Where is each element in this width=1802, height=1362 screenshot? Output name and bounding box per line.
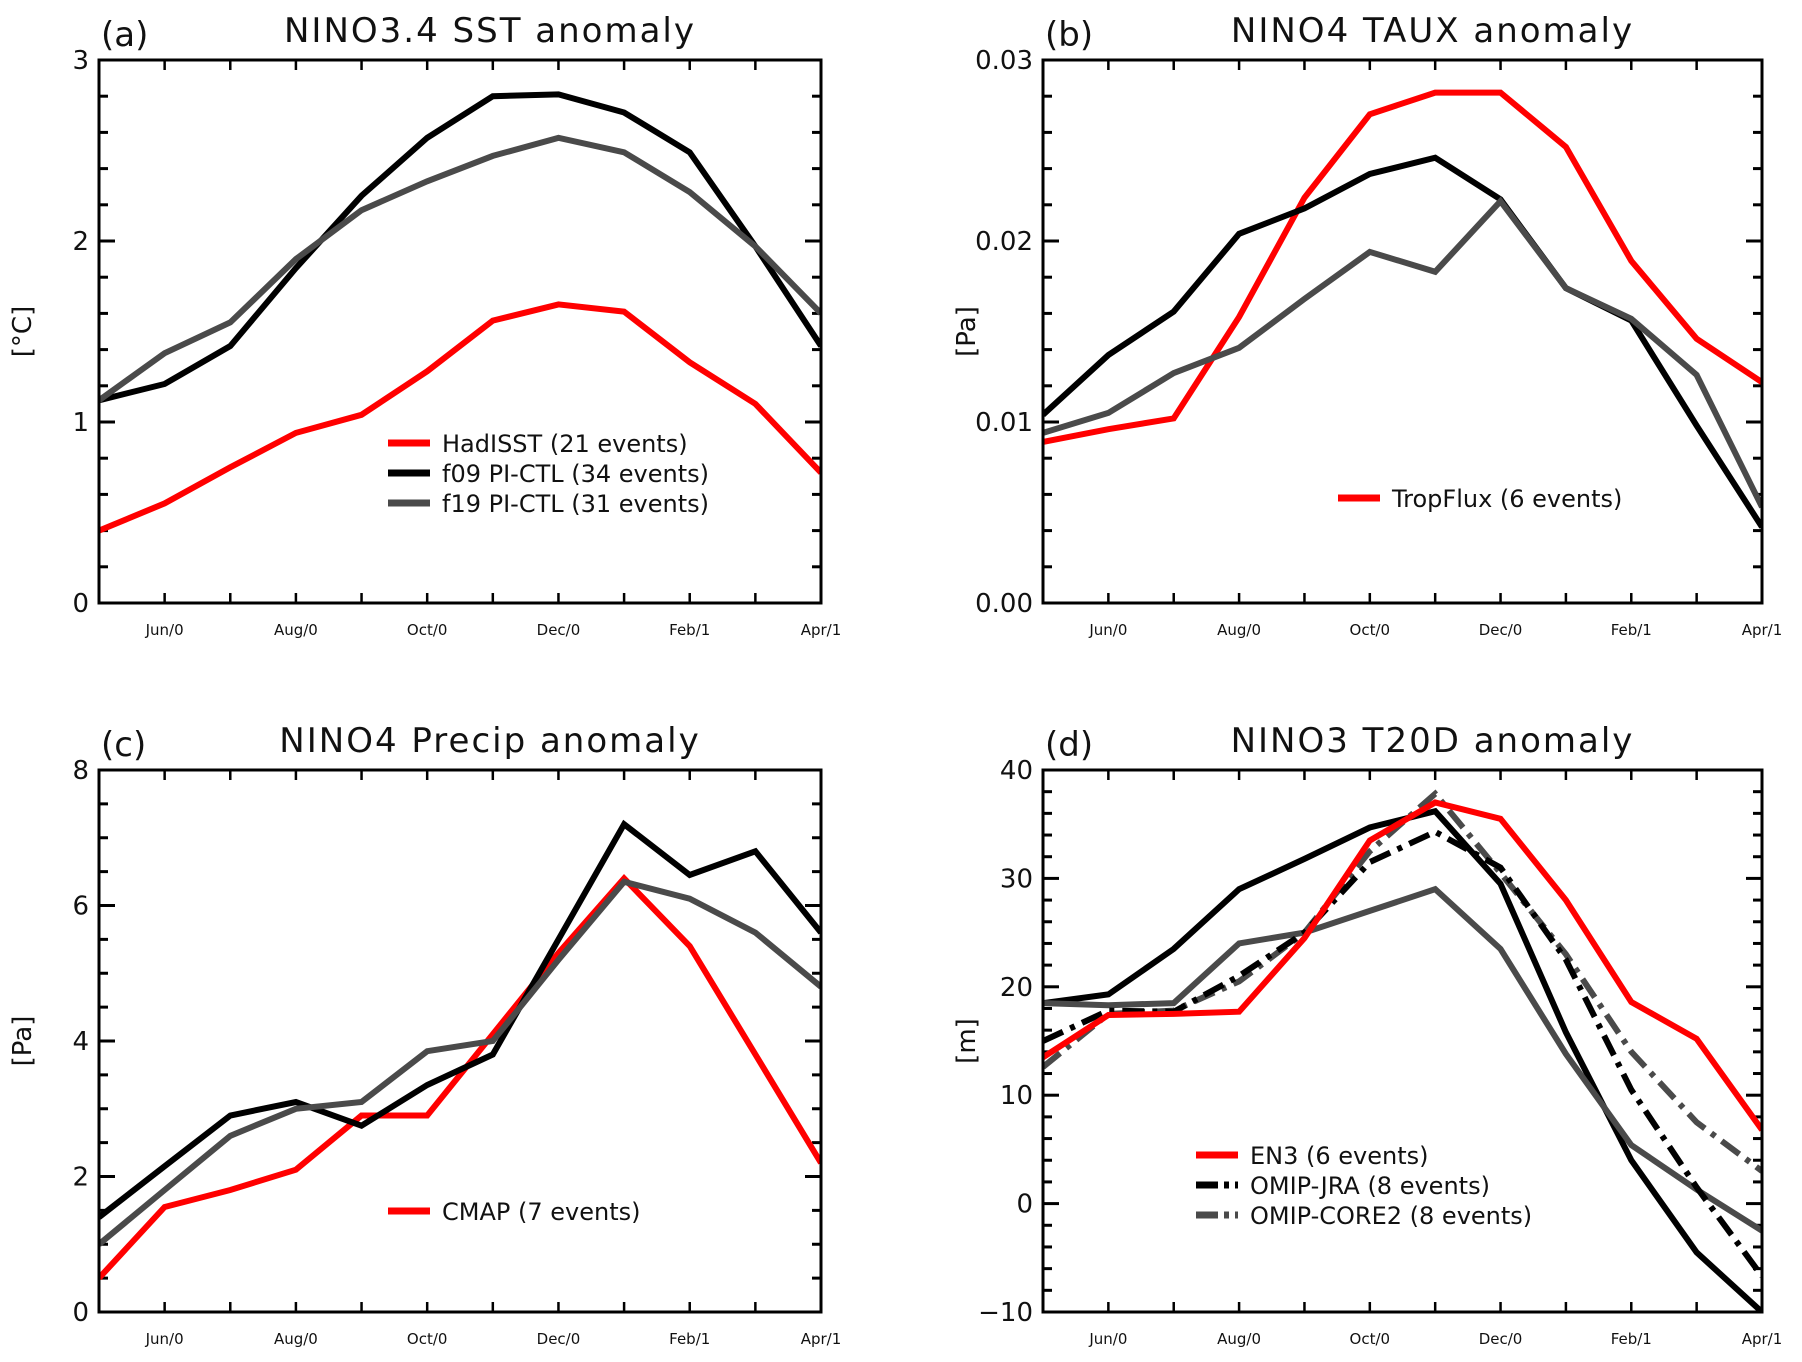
x-tick-label: Apr/1 <box>801 621 842 639</box>
legend-label: EN3 (6 events) <box>1250 1142 1429 1170</box>
y-tick-label: 6 <box>72 892 89 922</box>
panel-b: (b) NINO4 TAUX anomaly [Pa] 0.00 0.01 0.02 0.0… <box>952 11 1782 639</box>
y-tick-label: 2 <box>72 227 89 257</box>
series-line-f19 <box>1043 196 1762 509</box>
y-tick-label: 0.03 <box>975 46 1033 76</box>
x-tick-label: Dec/0 <box>1479 1330 1523 1348</box>
legend-label: f19 PI-CTL (31 events) <box>442 490 709 518</box>
plot-frame <box>97 58 823 605</box>
x-tick-label: Oct/0 <box>407 621 448 639</box>
x-tick-label: Jun/0 <box>145 621 184 639</box>
x-tick-label: Feb/1 <box>1611 621 1652 639</box>
legend: TropFlux (6 events) <box>1338 485 1622 513</box>
series-line-en3 <box>1043 799 1762 1132</box>
x-tick-label: Oct/0 <box>1350 1330 1391 1348</box>
legend-label: OMIP-JRA (8 events) <box>1250 1172 1490 1200</box>
panel-label: (b) <box>1045 15 1093 55</box>
x-tick-label: Apr/1 <box>801 1330 842 1348</box>
legend: EN3 (6 events)OMIP-JRA (8 events)OMIP-CO… <box>1196 1142 1532 1230</box>
x-tick-label: Aug/0 <box>1217 1330 1261 1348</box>
x-tick-label: Dec/0 <box>1479 621 1523 639</box>
y-tick-label: 0 <box>72 1298 89 1328</box>
panel-label: (d) <box>1045 725 1093 765</box>
legend-label: OMIP-CORE2 (8 events) <box>1250 1202 1532 1230</box>
series-line-f09 <box>99 819 821 1220</box>
series-line-f09 <box>99 91 821 404</box>
legend-label: CMAP (7 events) <box>442 1198 640 1226</box>
x-tick-label: Oct/0 <box>1350 621 1391 639</box>
x-tick-label: Apr/1 <box>1742 621 1783 639</box>
x-tick-label: Oct/0 <box>407 1330 448 1348</box>
series-line-f19 <box>99 878 821 1247</box>
y-axis-label: [Pa] <box>952 306 982 357</box>
series-line-f19 <box>1043 885 1762 1234</box>
x-tick-label: Aug/0 <box>274 1330 318 1348</box>
y-tick-label: 0.00 <box>975 589 1033 619</box>
legend-label: TropFlux (6 events) <box>1391 485 1622 513</box>
y-tick-label: 0 <box>72 589 89 619</box>
panel-d: (d) NINO3 T20D anomaly [m] −10 0 10 20 30 40 Jun/… <box>952 721 1782 1348</box>
y-axis-label: [Pa] <box>8 1016 38 1067</box>
y-axis-label: [°C] <box>8 306 38 357</box>
legend: HadISST (21 events)f09 PI-CTL (34 events… <box>388 430 709 518</box>
y-tick-label: −10 <box>978 1298 1033 1328</box>
y-tick-label: 10 <box>1000 1081 1033 1111</box>
y-tick-label: 4 <box>72 1027 89 1057</box>
x-tick-label: Jun/0 <box>1088 1330 1127 1348</box>
series-line-f19 <box>99 134 821 403</box>
panel-label: (a) <box>101 15 148 55</box>
chart-title: NINO3.4 SST anomaly <box>284 11 696 51</box>
y-tick-label: 1 <box>72 408 89 438</box>
y-tick-label: 0.01 <box>975 408 1033 438</box>
chart-title: NINO4 TAUX anomaly <box>1231 11 1634 51</box>
x-tick-label: Dec/0 <box>537 621 581 639</box>
series-line-f09 <box>1043 807 1762 1312</box>
y-tick-label: 2 <box>72 1163 89 1193</box>
x-tick-label: Feb/1 <box>669 621 710 639</box>
legend-label: f09 PI-CTL (34 events) <box>442 460 709 488</box>
legend-label: HadISST (21 events) <box>442 430 688 458</box>
x-tick-label: Aug/0 <box>1217 621 1261 639</box>
y-axis-label: [m] <box>952 1018 982 1064</box>
plot-frame <box>1041 768 1764 1314</box>
x-tick-label: Apr/1 <box>1742 1330 1783 1348</box>
x-tick-label: Jun/0 <box>1088 621 1127 639</box>
series-line-omip-core2 <box>1043 789 1762 1174</box>
y-tick-label: 8 <box>72 756 89 786</box>
plot-frame <box>97 768 823 1314</box>
y-tick-label: 0 <box>1016 1190 1033 1220</box>
chart-title: NINO3 T20D anomaly <box>1231 721 1635 761</box>
x-tick-label: Jun/0 <box>145 1330 184 1348</box>
panel-label: (c) <box>101 725 146 765</box>
legend: CMAP (7 events) <box>388 1198 640 1226</box>
x-tick-label: Feb/1 <box>1611 1330 1652 1348</box>
series-line-hadisst <box>99 301 821 534</box>
y-tick-label: 3 <box>72 46 89 76</box>
chart-title: NINO4 Precip anomaly <box>279 721 700 761</box>
panel-a: (a) NINO3.4 SST anomaly [°C] 0 1 2 3 Jun/0 Aug/0… <box>8 11 841 639</box>
plot-frame <box>1041 58 1764 605</box>
y-tick-label: 0.02 <box>975 227 1033 257</box>
y-tick-label: 20 <box>1000 973 1033 1003</box>
series-line-f09 <box>1043 154 1762 529</box>
series-line-cmap <box>99 873 821 1281</box>
x-tick-label: Dec/0 <box>537 1330 581 1348</box>
series-line-tropflux <box>1043 89 1762 445</box>
panel-c: (c) NINO4 Precip anomaly [Pa] 0 2 4 6 8 Jun/0 Aug… <box>8 721 841 1348</box>
y-tick-label: 30 <box>1000 864 1033 894</box>
y-tick-label: 40 <box>1000 756 1033 786</box>
x-tick-label: Feb/1 <box>669 1330 710 1348</box>
x-tick-label: Aug/0 <box>274 621 318 639</box>
